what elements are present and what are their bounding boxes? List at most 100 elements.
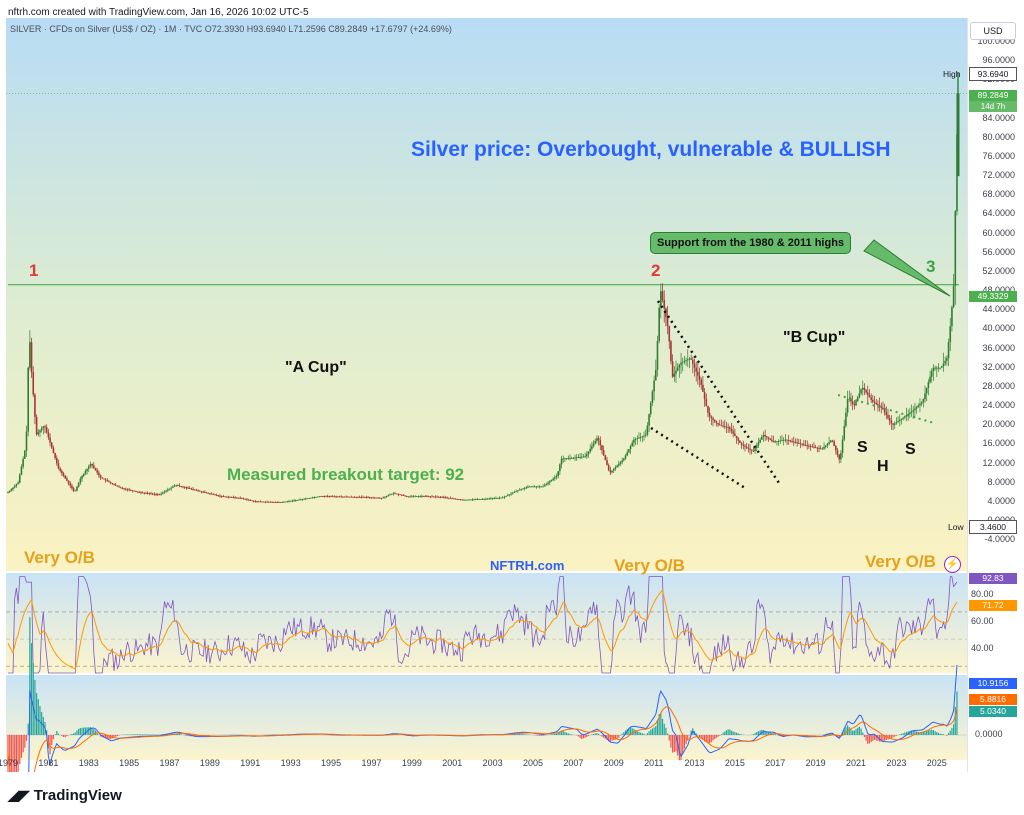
macd-hist-bar bbox=[931, 729, 933, 735]
price-candle bbox=[954, 209, 957, 305]
price-candle bbox=[380, 497, 383, 500]
price-candle bbox=[448, 497, 450, 500]
macd-hist-bar bbox=[19, 735, 21, 765]
price-candle bbox=[167, 487, 169, 493]
price-candle bbox=[826, 442, 829, 449]
price-candle bbox=[787, 434, 790, 445]
time-tick: 1995 bbox=[321, 758, 342, 768]
macd-hist-bar bbox=[66, 735, 68, 737]
macd-hist-bar bbox=[160, 734, 162, 735]
macd-hist-bar bbox=[899, 734, 901, 735]
price-candle bbox=[370, 497, 373, 499]
price-candle bbox=[898, 414, 901, 427]
macd-hist-bar bbox=[882, 735, 884, 742]
price-candle bbox=[151, 492, 154, 496]
price-candle bbox=[747, 443, 750, 453]
price-candle bbox=[686, 349, 689, 368]
price-candle bbox=[301, 498, 304, 501]
price-axis[interactable]: 100.000096.000092.000088.000084.000080.0… bbox=[967, 18, 1019, 772]
price-candle bbox=[580, 453, 583, 459]
macd-hist-bar bbox=[79, 728, 81, 735]
price-candle bbox=[227, 495, 230, 499]
price-candle bbox=[96, 467, 98, 475]
price-candle bbox=[722, 421, 724, 428]
price-candle bbox=[424, 495, 427, 497]
macd-hist-bar bbox=[566, 732, 568, 735]
price-candle bbox=[949, 317, 952, 352]
price-candle bbox=[693, 358, 696, 377]
price-candle bbox=[863, 383, 866, 395]
macd-hist-bar bbox=[640, 732, 642, 735]
macd-hist-bar bbox=[847, 725, 849, 735]
price-candle bbox=[289, 500, 292, 502]
macd-hist-bar bbox=[537, 735, 539, 736]
time-axis[interactable]: 1979 1981 1983 1985 1987 1989 1991 1993 1995 1997… bbox=[0, 755, 967, 772]
time-tick: 2001 bbox=[442, 758, 463, 768]
price-candle bbox=[878, 397, 881, 412]
price-candle bbox=[320, 495, 322, 497]
price-candle bbox=[496, 497, 499, 500]
price-candle bbox=[313, 496, 316, 500]
price-candle bbox=[882, 401, 884, 410]
chart-area[interactable] bbox=[6, 18, 967, 772]
price-candle bbox=[848, 390, 851, 402]
macd-hist-bar bbox=[518, 734, 521, 735]
price-candle bbox=[712, 416, 714, 427]
macd-hist-bar bbox=[189, 735, 191, 737]
price-candle bbox=[281, 501, 284, 503]
macd-hist-bar bbox=[30, 643, 33, 735]
price-candle bbox=[937, 363, 940, 372]
macd-hist-bar bbox=[648, 731, 650, 735]
currency-button[interactable]: USD bbox=[970, 22, 1016, 40]
bar-countdown-tag: 14d 7h bbox=[969, 101, 1017, 112]
price-candle bbox=[545, 482, 548, 486]
macd-hist-bar bbox=[24, 735, 26, 748]
price-candle bbox=[877, 400, 879, 412]
price-candle bbox=[941, 365, 943, 369]
price-candle bbox=[772, 435, 775, 443]
macd-hist-bar bbox=[766, 731, 768, 735]
macd-hist-bar bbox=[873, 735, 876, 740]
price-candle bbox=[486, 498, 489, 500]
price-candle bbox=[782, 437, 785, 446]
price-candle bbox=[390, 493, 393, 495]
lightning-icon[interactable]: ⚡ bbox=[944, 556, 961, 573]
price-candle bbox=[651, 389, 654, 406]
time-tick: 1989 bbox=[199, 758, 220, 768]
macd-hist-bar bbox=[682, 735, 684, 754]
price-candle bbox=[27, 366, 29, 437]
time-tick: 2019 bbox=[805, 758, 826, 768]
macd-hist-bar bbox=[670, 735, 672, 748]
macd-hist-bar bbox=[907, 731, 909, 735]
macd-hist-bar bbox=[665, 727, 667, 735]
price-candle bbox=[52, 445, 55, 454]
price-candle bbox=[919, 398, 921, 413]
price-candle bbox=[892, 422, 894, 431]
price-pane-bg bbox=[6, 18, 967, 571]
time-tick: 2011 bbox=[644, 758, 664, 768]
macd-hist-bar bbox=[20, 735, 23, 758]
price-candle bbox=[757, 437, 760, 448]
price-candle bbox=[193, 489, 196, 491]
price-candle bbox=[177, 484, 179, 487]
price-candle bbox=[87, 464, 90, 473]
price-candle bbox=[437, 496, 440, 499]
macd-hist-bar bbox=[702, 735, 704, 741]
macd-hist-bar bbox=[858, 726, 860, 735]
price-candle bbox=[81, 475, 83, 482]
very-ob-3: Very O/B bbox=[865, 552, 936, 571]
price-candle bbox=[199, 490, 201, 492]
macd-hist-bar bbox=[855, 729, 857, 735]
price-candle bbox=[264, 501, 267, 504]
price-candle bbox=[811, 443, 814, 448]
price-candle bbox=[607, 463, 610, 472]
price-candle bbox=[348, 496, 351, 498]
price-candle bbox=[116, 485, 119, 487]
macd-hist-bar bbox=[889, 735, 891, 739]
price-candle bbox=[771, 435, 773, 443]
price-candle bbox=[143, 492, 146, 495]
price-tick: 28.0000 bbox=[982, 380, 1015, 391]
macd-hist-bar bbox=[953, 724, 955, 735]
price-candle bbox=[202, 490, 204, 494]
price-candle bbox=[44, 424, 46, 434]
